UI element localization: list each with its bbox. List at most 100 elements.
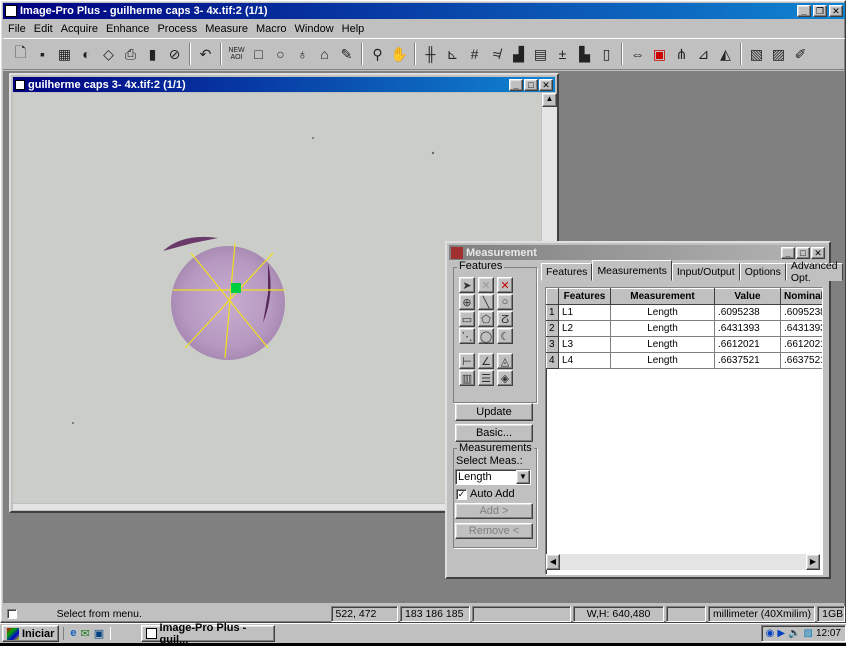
- cell-nominal[interactable]: .6637521: [780, 352, 822, 369]
- tab-advanced-options[interactable]: Advanced Opt.: [785, 260, 843, 284]
- add-button[interactable]: Add >: [455, 503, 533, 519]
- arc-icon[interactable]: ☾: [497, 328, 513, 344]
- circle-3pt-icon[interactable]: ◯: [478, 328, 494, 344]
- hand-icon[interactable]: ✋: [390, 45, 409, 62]
- ie-icon[interactable]: e: [70, 627, 77, 639]
- basic-button[interactable]: Basic...: [455, 424, 533, 442]
- cell-value[interactable]: .6095238: [714, 304, 781, 321]
- save-icon[interactable]: ▪: [40, 46, 45, 62]
- column-header[interactable]: Features: [558, 288, 611, 305]
- menu-enhance[interactable]: Enhance: [106, 22, 150, 35]
- tab-input-output[interactable]: Input/Output: [671, 263, 740, 281]
- table-row[interactable]: 1 L1 Length .6095238 .6095238: [546, 304, 822, 321]
- menu-help[interactable]: Help: [341, 22, 365, 35]
- scroll-left-button[interactable]: ◀: [546, 554, 560, 570]
- restore-button[interactable]: ❐: [813, 5, 827, 17]
- column-header[interactable]: Value: [714, 288, 781, 305]
- menu-acquire[interactable]: Acquire: [60, 22, 98, 35]
- book-icon[interactable]: ▮: [148, 45, 157, 62]
- task-button-image-pro[interactable]: Image-Pro Plus - guil...: [141, 622, 276, 646]
- palette-icon[interactable]: ◭: [720, 45, 731, 62]
- menu-file[interactable]: File: [8, 22, 26, 35]
- camera-icon[interactable]: ◐: [82, 46, 91, 62]
- bars-icon[interactable]: ▙: [579, 45, 590, 62]
- network-icon[interactable]: ◉: [765, 628, 775, 639]
- edit-icon[interactable]: ✐: [794, 45, 807, 62]
- pencil-icon[interactable]: ≉: [492, 46, 501, 62]
- menu-window[interactable]: Window: [294, 22, 334, 35]
- image-close-button[interactable]: ✕: [539, 78, 553, 91]
- cell-measurement[interactable]: Length: [610, 320, 715, 337]
- auto-add-checkbox[interactable]: ✓ Auto Add: [456, 488, 515, 500]
- desktop-icon[interactable]: ▣: [93, 628, 105, 640]
- calibrate-icon[interactable]: ▥: [459, 370, 475, 386]
- cell-value[interactable]: .6637521: [714, 352, 781, 369]
- meas-close-button[interactable]: ✕: [811, 246, 825, 259]
- polyline-icon[interactable]: ⋱: [459, 328, 475, 344]
- delete-icon[interactable]: ✕: [497, 277, 513, 293]
- cell-feature[interactable]: L1: [558, 304, 611, 321]
- area-icon[interactable]: ◬: [497, 353, 513, 369]
- zoom-icon[interactable]: ⚲: [372, 45, 383, 62]
- measurement-title-bar[interactable]: Measurement _ □ ✕: [449, 245, 827, 260]
- cell-feature[interactable]: L2: [558, 320, 611, 337]
- threshold-icon[interactable]: ╫: [425, 46, 436, 62]
- new-icon[interactable]: 🗋: [14, 44, 27, 60]
- table-row[interactable]: 3 L3 Length .6612021 .6612021: [546, 336, 822, 353]
- rectangle-icon[interactable]: □: [254, 46, 263, 62]
- profile-icon[interactable]: ⊿: [697, 45, 710, 62]
- checkbox-check-icon[interactable]: ✓: [456, 488, 467, 500]
- measure-icon[interactable]: ⇔: [630, 46, 645, 62]
- volume-icon[interactable]: 🔈: [788, 628, 801, 639]
- magic-wand-icon[interactable]: ⌂: [320, 46, 329, 62]
- select-icon[interactable]: ✕: [478, 277, 494, 293]
- column-header[interactable]: Nominal: [780, 288, 822, 305]
- cell-nominal[interactable]: .6431393: [780, 320, 822, 337]
- distance-icon[interactable]: ⊢: [459, 353, 475, 369]
- minimize-button[interactable]: _: [797, 5, 811, 17]
- meas-maximize-button[interactable]: □: [796, 246, 810, 259]
- print-icon[interactable]: ⊘: [168, 45, 181, 62]
- tag-icon[interactable]: ◈: [497, 370, 513, 386]
- polygon-icon[interactable]: ⬠: [478, 311, 494, 327]
- remove-button[interactable]: Remove <: [455, 523, 533, 539]
- plus-icon[interactable]: ±: [558, 46, 567, 62]
- stack-icon[interactable]: ☰: [478, 370, 494, 386]
- connection-icon[interactable]: ▨: [803, 628, 813, 639]
- outlook-icon[interactable]: ✉: [80, 628, 90, 640]
- menu-process[interactable]: Process: [157, 22, 198, 35]
- cell-measurement[interactable]: Length: [610, 304, 715, 321]
- table-icon[interactable]: ▤: [533, 45, 548, 62]
- ellipse-icon[interactable]: ○: [276, 46, 285, 62]
- cell-feature[interactable]: L3: [558, 336, 611, 353]
- image-horizontal-scrollbar[interactable]: [13, 504, 541, 510]
- irregular-icon[interactable]: ♁: [297, 46, 308, 62]
- print-icon[interactable]: ◇: [103, 45, 114, 62]
- scroll-right-button[interactable]: ▶: [806, 554, 820, 570]
- line-icon[interactable]: ╲: [478, 294, 494, 310]
- cell-measurement[interactable]: Length: [610, 336, 715, 353]
- cell-nominal[interactable]: .6612021: [780, 336, 822, 353]
- grid-lines-icon[interactable]: #: [470, 46, 479, 62]
- cell-feature[interactable]: L4: [558, 352, 611, 369]
- menu-measure[interactable]: Measure: [205, 22, 248, 35]
- point-icon[interactable]: ⊕: [459, 294, 475, 310]
- close-button[interactable]: ✕: [829, 5, 843, 17]
- histogram-icon[interactable]: ▟: [513, 45, 524, 62]
- grid-icon[interactable]: ▦: [57, 45, 72, 62]
- cell-value[interactable]: .6431393: [714, 320, 781, 337]
- pointer-icon[interactable]: ➤: [459, 277, 475, 293]
- tab-features[interactable]: Features: [541, 263, 593, 281]
- image-maximize-button[interactable]: □: [524, 78, 538, 91]
- grid-horizontal-scrollbar[interactable]: ◀ ▶: [546, 554, 820, 570]
- tray-icon[interactable]: ▶: [777, 628, 786, 639]
- tab-options[interactable]: Options: [739, 263, 786, 281]
- color-icon[interactable]: ▣: [652, 45, 667, 62]
- image-window-title-bar[interactable]: guilherme caps 3- 4x.tif:2 (1/1) _ □ ✕: [13, 77, 555, 92]
- angle-icon[interactable]: ∠: [478, 353, 494, 369]
- filter-icon[interactable]: ⋔: [675, 45, 688, 62]
- macro-icon[interactable]: ▧: [749, 45, 764, 62]
- undo-icon[interactable]: ↶: [199, 45, 212, 62]
- circle-icon[interactable]: ○: [497, 294, 513, 310]
- cursor-icon[interactable]: ▯: [602, 45, 611, 62]
